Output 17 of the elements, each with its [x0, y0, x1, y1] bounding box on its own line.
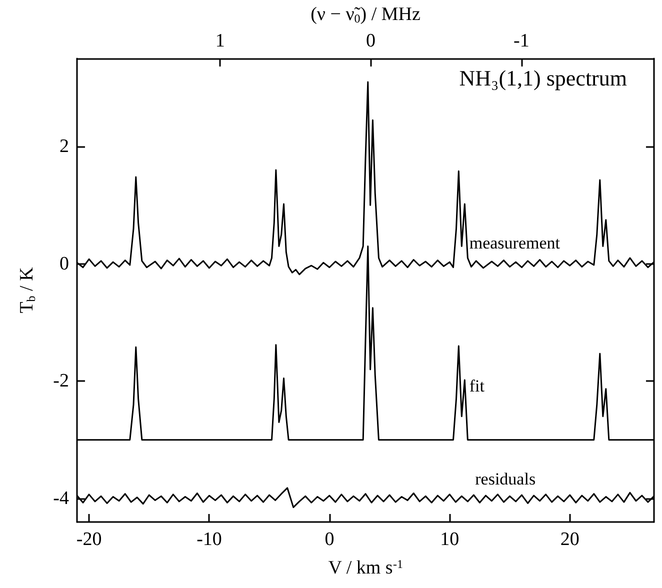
x2-tick-label: -1	[514, 30, 530, 52]
x2-tick-label: 1	[215, 30, 225, 52]
x-tick-label: 10	[440, 529, 460, 550]
y-tick-label: -2	[53, 370, 69, 392]
y-tick-label: 0	[60, 253, 69, 274]
chart-title: NH₃(1,1) spectrum	[459, 66, 628, 90]
x-tick-label: -10	[196, 529, 222, 550]
x-tick-label: 0	[324, 529, 334, 550]
y-tick-label: 2	[60, 136, 69, 158]
series-label: fit	[469, 376, 485, 396]
series-label: measurement	[469, 234, 560, 252]
x2-tick-label: 0	[366, 30, 376, 52]
x-tick-label: -20	[76, 529, 102, 550]
y-axis-title: Tb / K	[16, 266, 38, 314]
series-label: residuals	[475, 469, 536, 488]
y-tick-label: -4	[53, 488, 70, 510]
x-tick-label: 20	[560, 529, 580, 550]
